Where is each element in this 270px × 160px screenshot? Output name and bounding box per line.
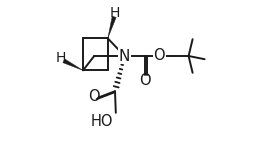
Text: O: O (139, 72, 150, 88)
Text: O: O (88, 89, 100, 104)
Text: HO: HO (91, 114, 113, 129)
Text: N: N (119, 48, 130, 64)
Polygon shape (108, 16, 116, 38)
Text: H: H (110, 6, 120, 20)
Text: H: H (56, 51, 66, 65)
Text: O: O (154, 48, 165, 63)
Polygon shape (63, 59, 83, 70)
